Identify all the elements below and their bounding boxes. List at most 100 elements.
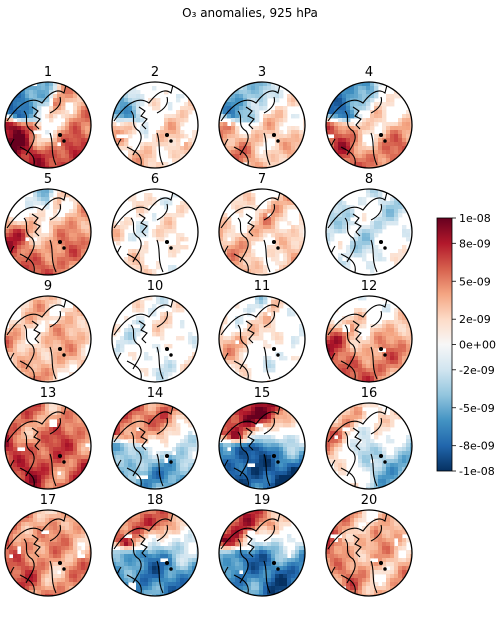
anomaly-field xyxy=(5,189,91,275)
anomaly-field xyxy=(326,189,412,275)
coastline xyxy=(327,84,388,166)
panel-label: 5 xyxy=(44,172,52,187)
coastline xyxy=(113,298,174,380)
colorbar-tick-label: -1e-08 xyxy=(459,465,495,478)
colorbar-tick-label: 0e+00 xyxy=(459,339,496,352)
anomaly-field xyxy=(326,82,412,168)
colorbar-tick-label: -8e-09 xyxy=(459,440,495,453)
map-boundary xyxy=(111,509,199,597)
panel-16: 16 xyxy=(325,386,413,490)
panel-18: 18 xyxy=(111,493,199,597)
colorbar-tick-label: -2e-09 xyxy=(459,364,495,377)
panel-12: 12 xyxy=(325,279,413,383)
panel-6: 6 xyxy=(111,172,199,276)
coastline xyxy=(327,298,388,380)
anomaly-field xyxy=(112,189,198,275)
panel-label: 16 xyxy=(361,386,378,401)
coastline xyxy=(327,191,388,273)
anomaly-field xyxy=(326,510,412,596)
panel-10: 10 xyxy=(111,279,199,383)
map-boundary xyxy=(4,402,92,490)
anomaly-field xyxy=(112,403,198,489)
panel-9: 9 xyxy=(4,279,92,383)
map-boundary xyxy=(111,295,199,383)
map-boundary xyxy=(4,81,92,169)
panel-label: 9 xyxy=(44,279,52,294)
panel-label: 14 xyxy=(147,386,164,401)
colorbar-tick-label: 5e-09 xyxy=(459,275,491,288)
colorbar-gradient xyxy=(436,217,453,472)
anomaly-field xyxy=(5,510,91,596)
panel-label: 13 xyxy=(40,386,57,401)
panel-label: 2 xyxy=(151,65,159,80)
colorbar-tick-label: 1e-08 xyxy=(459,212,491,225)
panel-2: 2 xyxy=(111,65,199,169)
map-boundary xyxy=(218,402,306,490)
panel-13: 13 xyxy=(4,386,92,490)
panel-label: 3 xyxy=(258,65,266,80)
anomaly-field xyxy=(326,403,412,489)
map-boundary xyxy=(218,509,306,597)
anomaly-field xyxy=(112,82,198,168)
panel-label: 7 xyxy=(258,172,266,187)
map-boundary xyxy=(4,295,92,383)
panel-label: 15 xyxy=(254,386,271,401)
coastline xyxy=(113,405,174,487)
anomaly-field xyxy=(112,510,198,596)
map-boundary xyxy=(111,188,199,276)
panel-label: 11 xyxy=(254,279,271,294)
map-boundary xyxy=(325,295,413,383)
panel-15: 15 xyxy=(218,386,306,490)
panel-17: 17 xyxy=(4,493,92,597)
panel-11: 11 xyxy=(218,279,306,383)
colorbar-tick-label: -5e-09 xyxy=(459,402,495,415)
panel-label: 19 xyxy=(254,493,271,508)
panel-19: 19 xyxy=(218,493,306,597)
colorbar: 1e-08 8e-09 5e-09 2e-09 0e+00 -2e-09 -5e-09 -8e… xyxy=(436,212,496,478)
panel-20: 20 xyxy=(325,493,413,597)
map-boundary xyxy=(111,402,199,490)
map-boundary xyxy=(111,81,199,169)
panel-14: 14 xyxy=(111,386,199,490)
anomaly-field xyxy=(219,189,305,275)
anomaly-field xyxy=(5,82,91,168)
anomaly-field xyxy=(219,296,305,382)
coastline xyxy=(220,298,281,380)
panel-8: 8 xyxy=(325,172,413,276)
map-boundary xyxy=(325,81,413,169)
figure-title: O₃ anomalies, 925 hPa xyxy=(182,6,318,20)
map-boundary xyxy=(218,188,306,276)
coastline xyxy=(220,512,281,594)
coastline xyxy=(113,512,174,594)
coastline xyxy=(113,191,174,273)
anomaly-field xyxy=(5,296,91,382)
map-boundary xyxy=(4,188,92,276)
panel-3: 3 xyxy=(218,65,306,169)
coastline xyxy=(113,84,174,166)
coastline xyxy=(327,405,388,487)
colorbar-tick-label: 2e-09 xyxy=(459,313,491,326)
anomaly-field xyxy=(219,82,305,168)
panel-1: 1 xyxy=(4,65,92,169)
anomaly-field xyxy=(112,296,198,382)
panel-label: 17 xyxy=(40,493,57,508)
panel-5: 5 xyxy=(4,172,92,276)
anomaly-field xyxy=(326,296,412,382)
panel-label: 8 xyxy=(365,172,373,187)
coastline xyxy=(6,191,67,273)
map-boundary xyxy=(325,402,413,490)
map-boundary xyxy=(325,509,413,597)
panel-label: 1 xyxy=(44,65,52,80)
panel-label: 12 xyxy=(361,279,378,294)
anomaly-field xyxy=(5,403,91,489)
map-boundary xyxy=(218,295,306,383)
anomaly-field xyxy=(219,403,305,489)
map-boundary xyxy=(325,188,413,276)
panel-label: 4 xyxy=(365,65,373,80)
panel-label: 18 xyxy=(147,493,164,508)
map-boundary xyxy=(218,81,306,169)
panel-4: 4 xyxy=(325,65,413,169)
colorbar-tick-label: 8e-09 xyxy=(459,237,491,250)
